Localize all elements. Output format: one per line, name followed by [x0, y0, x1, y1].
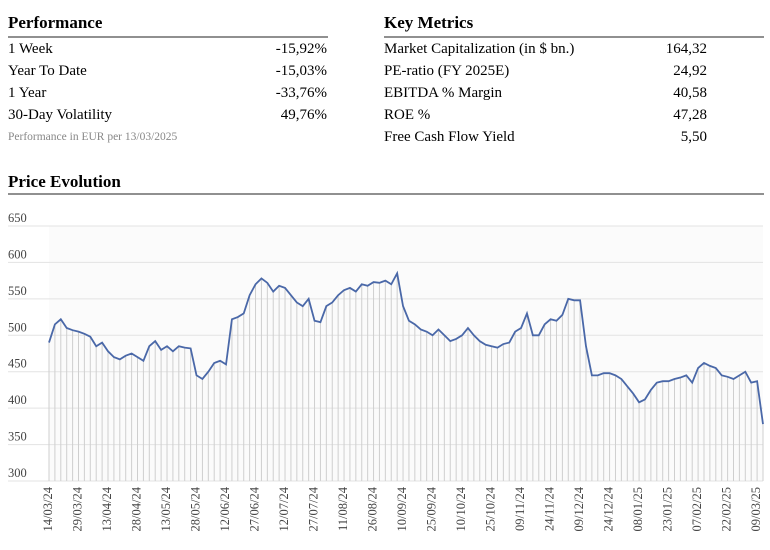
y-tick-label: 550 — [8, 284, 27, 298]
performance-table: 1 Week -15,92% Year To Date -15,03% 1 Year -3… — [8, 41, 327, 123]
row-value: 40,58 — [673, 85, 707, 101]
row-value: -15,03% — [276, 63, 327, 79]
row-value: 5,50 — [681, 129, 707, 145]
x-tick-label: 25/09/24 — [424, 486, 438, 531]
row-label: 1 Year — [8, 85, 46, 101]
x-tick-label: 23/01/25 — [660, 487, 674, 531]
x-tick-label: 11/08/24 — [336, 486, 350, 531]
row-label: 1 Week — [8, 41, 53, 57]
row-label: 30-Day Volatility — [8, 107, 113, 123]
x-tick-label: 07/02/25 — [690, 487, 704, 531]
row-value: 49,76% — [281, 107, 327, 123]
x-tick-label: 26/08/24 — [365, 486, 379, 531]
x-tick-label: 29/03/24 — [70, 486, 84, 531]
row-value: 24,92 — [673, 63, 707, 79]
row-label: ROE % — [384, 107, 430, 123]
x-tick-label: 25/10/24 — [483, 486, 497, 531]
x-tick-label: 27/07/24 — [306, 486, 320, 531]
x-tick-label: 10/09/24 — [395, 486, 409, 531]
row-label: Free Cash Flow Yield — [384, 129, 515, 145]
performance-note: Performance in EUR per 13/03/2025 — [8, 131, 178, 143]
x-tick-label: 08/01/25 — [631, 487, 645, 531]
x-tick-label: 14/03/24 — [41, 486, 55, 531]
x-tick-label: 13/05/24 — [159, 486, 173, 531]
chart-title: Price Evolution — [8, 172, 121, 191]
y-tick-label: 500 — [8, 320, 27, 334]
x-tick-label: 24/12/24 — [601, 486, 615, 531]
row-value: -15,92% — [276, 41, 327, 57]
key-metrics-table: Market Capitalization (in $ bn.) 164,32 PE… — [384, 41, 707, 145]
row-label: PE-ratio (FY 2025E) — [384, 63, 509, 79]
x-tick-label: 24/11/24 — [542, 486, 556, 531]
x-tick-label: 12/06/24 — [218, 486, 232, 531]
y-tick-label: 400 — [8, 393, 27, 407]
price-line — [48, 270, 764, 425]
row-label: Year To Date — [8, 63, 87, 79]
x-tick-label: 13/04/24 — [100, 486, 114, 531]
y-tick-label: 650 — [8, 211, 27, 225]
x-tick-label: 09/03/25 — [749, 487, 763, 531]
row-value: -33,76% — [276, 85, 327, 101]
plot-background — [49, 226, 763, 481]
x-tick-label: 22/02/25 — [719, 487, 733, 531]
x-tick-label: 28/05/24 — [188, 486, 202, 531]
x-tick-label: 10/10/24 — [454, 486, 468, 531]
y-tick-label: 300 — [8, 466, 27, 480]
key-metrics-title: Key Metrics — [384, 13, 474, 32]
x-tick-label: 12/07/24 — [277, 486, 291, 531]
chart: 300 350 400 450 500 550 600 650 14/03/24 29/03/24… — [8, 211, 764, 531]
y-tick-label: 350 — [8, 430, 27, 444]
x-tick-label: 09/12/24 — [572, 486, 586, 531]
y-tick-label: 450 — [8, 357, 27, 371]
row-label: Market Capitalization (in $ bn.) — [384, 41, 574, 57]
row-value: 47,28 — [673, 107, 707, 123]
row-value: 164,32 — [666, 41, 707, 57]
row-label: EBITDA % Margin — [384, 85, 503, 101]
x-tick-label: 09/11/24 — [513, 486, 527, 531]
performance-title: Performance — [8, 13, 103, 32]
y-tick-label: 600 — [8, 247, 27, 261]
x-tick-label: 27/06/24 — [247, 486, 261, 531]
x-tick-label: 28/04/24 — [129, 486, 143, 531]
